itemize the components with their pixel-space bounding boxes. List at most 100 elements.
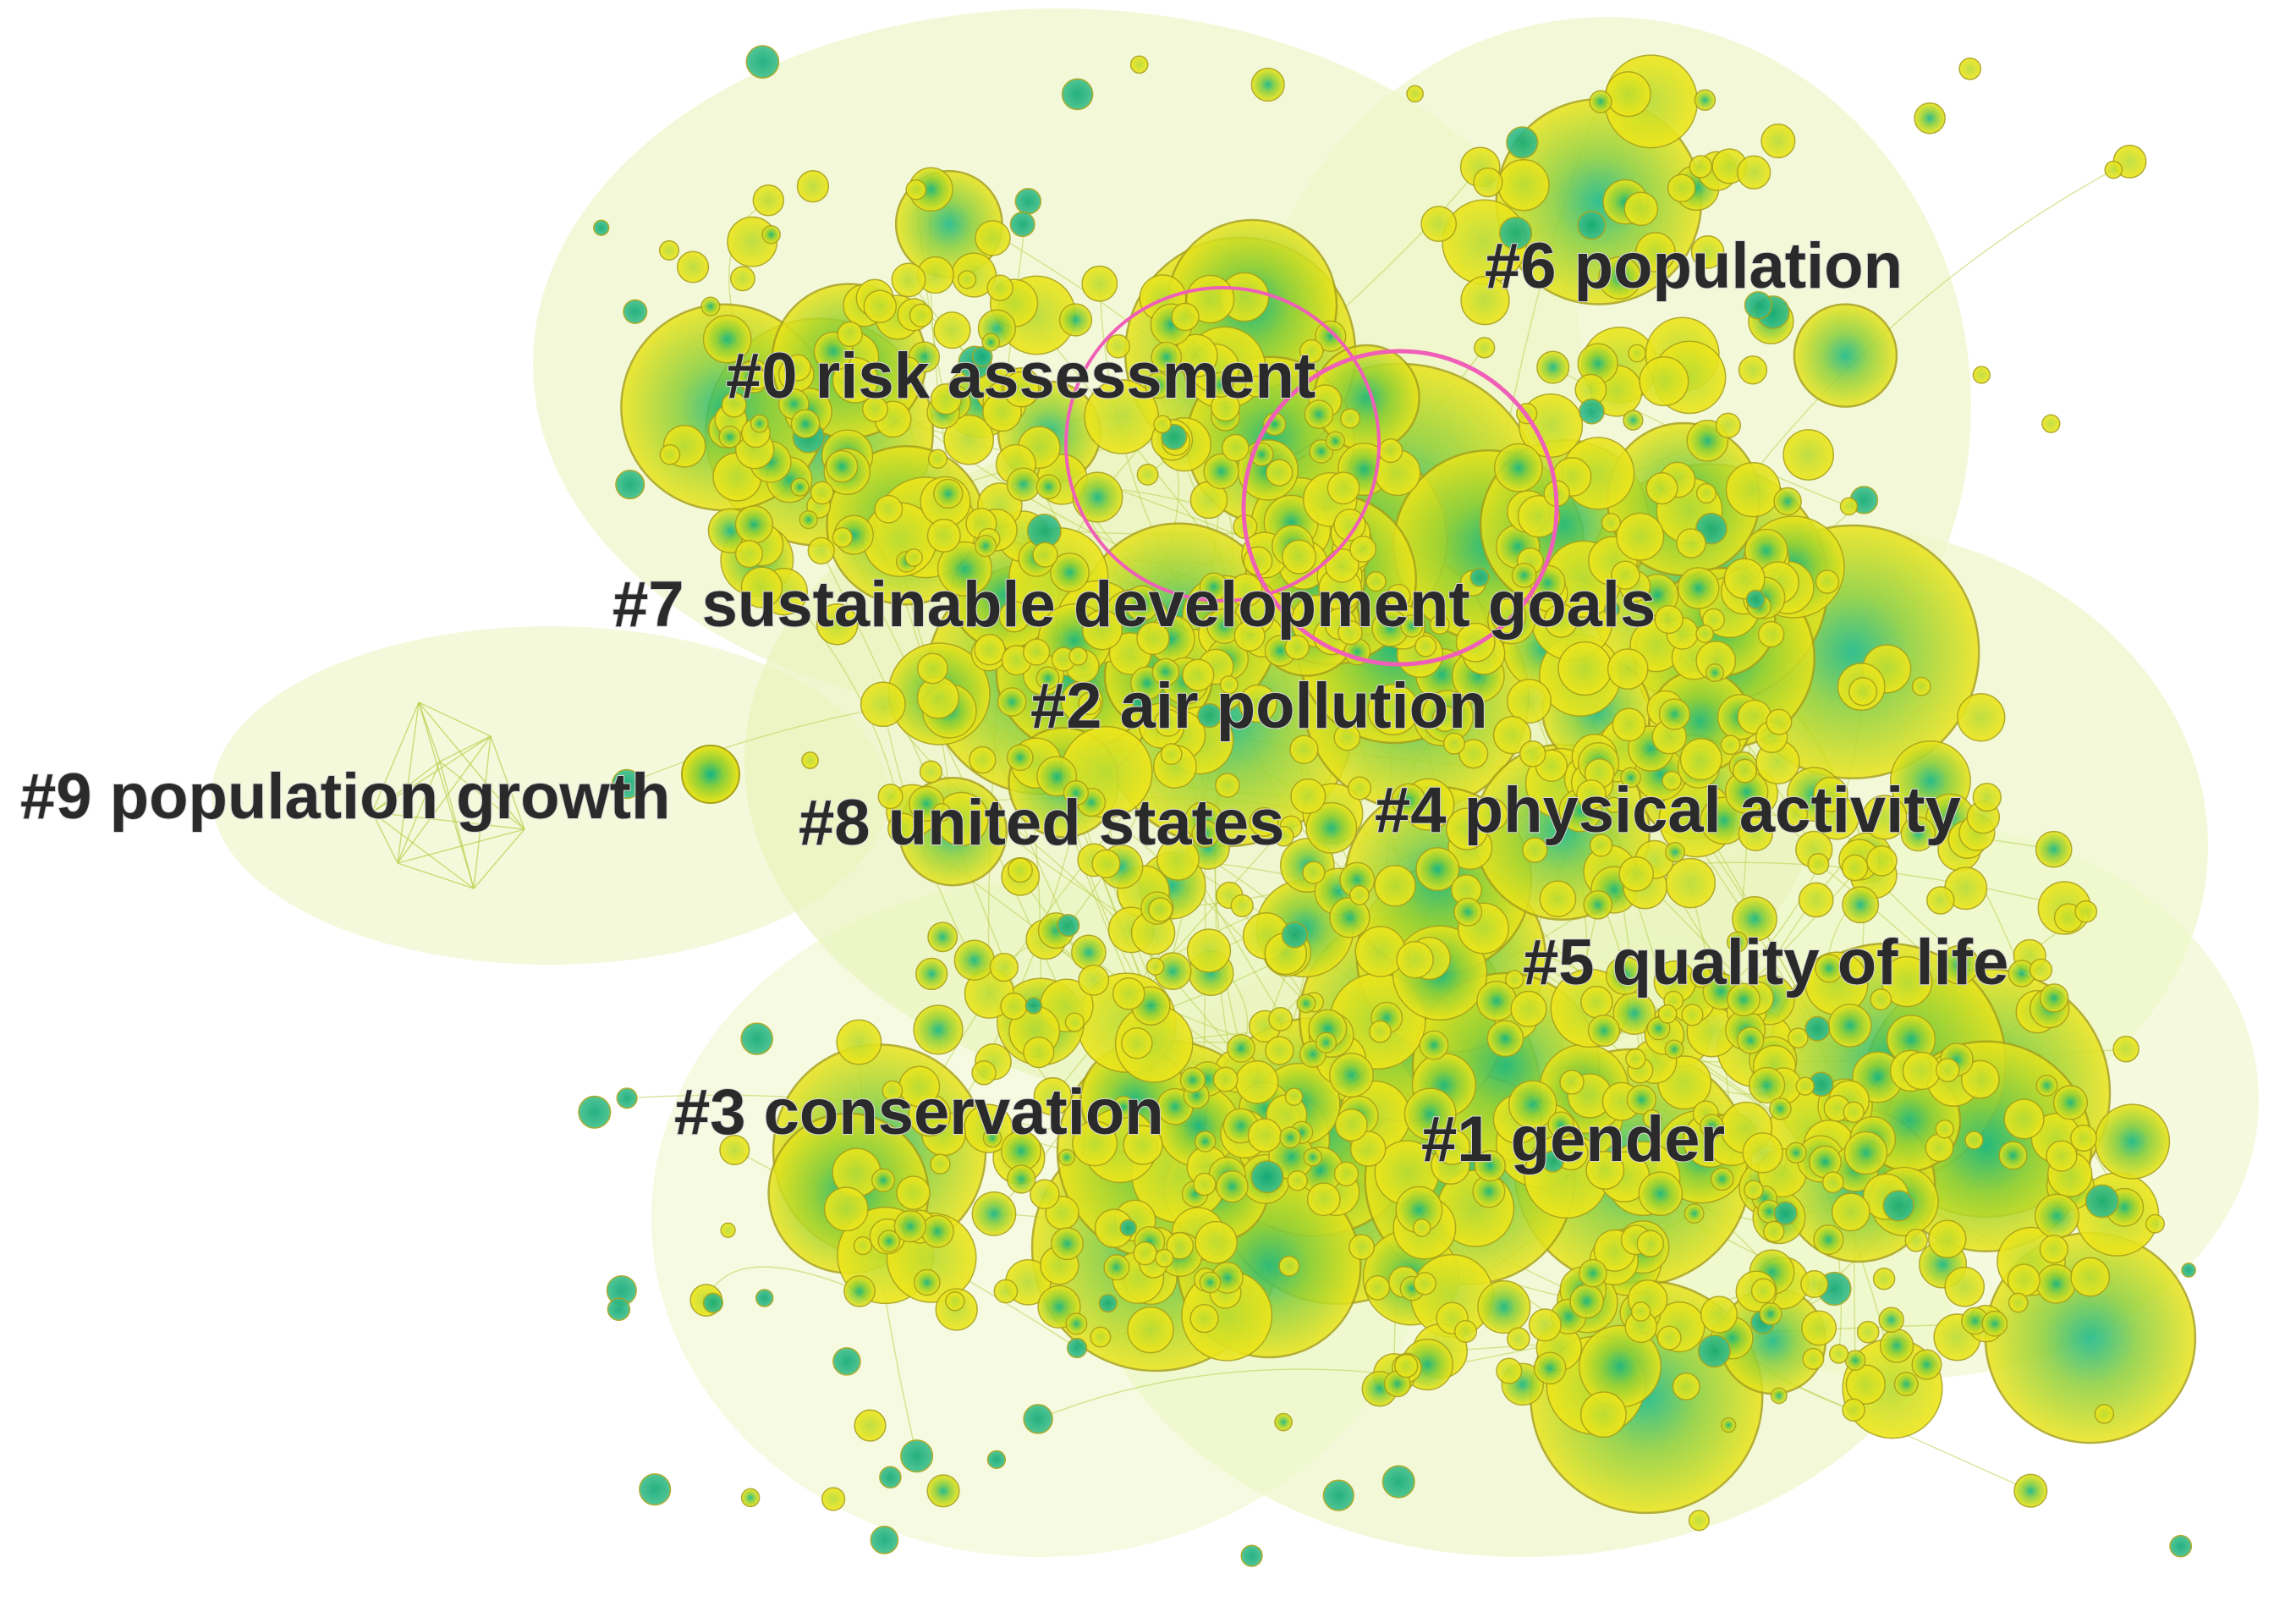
network-node: [1072, 1120, 1118, 1167]
network-node: [1154, 708, 1183, 737]
network-node: [612, 768, 642, 800]
network-node: [1642, 1109, 1662, 1129]
network-node: [920, 1214, 954, 1248]
network-edge: [490, 735, 525, 830]
network-node: [1340, 408, 1361, 429]
network-node: [729, 266, 755, 292]
network-node: [1733, 758, 1757, 784]
network-node: [957, 270, 977, 289]
network-node: [1583, 889, 1613, 920]
network-node: [1415, 847, 1460, 892]
network-node: [1507, 1327, 1530, 1351]
network-node: [1579, 1391, 1627, 1439]
network-node: [1882, 1190, 1914, 1222]
network-node: [1589, 90, 1612, 113]
network-node: [1327, 471, 1360, 505]
network-node: [1473, 167, 1503, 198]
network-node: [870, 1526, 899, 1554]
network-node: [909, 303, 933, 327]
network-node: [1757, 620, 1785, 648]
network-node: [1773, 1201, 1798, 1225]
network-node: [877, 1230, 901, 1253]
network-node: [807, 536, 835, 564]
network-node: [1700, 1296, 1738, 1334]
network-node: [1365, 571, 1387, 592]
network-node: [1403, 1087, 1457, 1141]
network-node: [1700, 1114, 1724, 1139]
network-node: [1881, 955, 1933, 1008]
network-node: [1638, 1171, 1684, 1217]
network-node: [1119, 1219, 1137, 1237]
network-node: [1136, 621, 1170, 656]
network-edge: [473, 828, 525, 889]
network-node: [1845, 1364, 1886, 1405]
network-node: [1533, 1351, 1567, 1385]
network-node: [1290, 778, 1327, 814]
network-node: [1078, 691, 1101, 716]
network-node: [825, 449, 859, 483]
network-node: [1057, 914, 1080, 938]
network-node: [1900, 816, 1936, 852]
network-node: [1051, 1227, 1084, 1261]
network-node: [801, 751, 819, 769]
network-node: [904, 548, 924, 567]
network-node: [930, 382, 963, 415]
network-node: [1911, 676, 1931, 696]
network-node: [1035, 474, 1062, 500]
network-node: [969, 745, 997, 774]
network-node: [1725, 462, 1782, 518]
network-node: [1657, 1004, 1678, 1024]
network-edge: [439, 735, 492, 762]
network-node: [1603, 601, 1621, 618]
network-node: [2035, 1263, 2076, 1304]
cluster-label-0: #0 risk assessment: [726, 340, 1316, 412]
network-node: [1721, 1417, 1737, 1433]
network-node: [1299, 338, 1324, 364]
network-node: [1453, 897, 1483, 927]
network-node: [832, 526, 854, 548]
network-edge: [371, 812, 525, 830]
network-node: [971, 346, 993, 367]
network-node: [887, 812, 920, 845]
network-node: [1315, 320, 1347, 352]
network-node: [1072, 471, 1123, 523]
network-node: [1207, 371, 1234, 398]
network-node: [1400, 614, 1424, 638]
cluster-label-4: #4 physical activity: [1375, 774, 1961, 846]
network-node: [1766, 708, 1793, 735]
network-node: [1458, 739, 1489, 769]
network-node: [1618, 856, 1655, 892]
network-node: [1536, 350, 1570, 384]
network-node: [836, 1019, 882, 1065]
network-node: [1123, 1125, 1163, 1165]
network-node: [1348, 776, 1372, 800]
network-node: [1831, 1192, 1870, 1232]
network-node: [1166, 1231, 1195, 1260]
network-node: [1329, 1053, 1374, 1098]
network-node: [1856, 1320, 1880, 1344]
network-node: [1497, 158, 1550, 212]
network-node: [1112, 977, 1145, 1010]
network-node: [1944, 1266, 1986, 1307]
network-node: [616, 1087, 638, 1109]
network-node: [882, 1080, 904, 1102]
network-node: [1023, 638, 1051, 666]
network-node: [1723, 558, 1766, 600]
network-node: [1763, 1220, 1785, 1243]
network-node: [1815, 569, 1840, 594]
network-node: [1605, 955, 1645, 995]
network-node: [718, 426, 742, 448]
network-node: [1023, 1036, 1055, 1069]
network-node: [1160, 743, 1183, 766]
network-node: [1935, 1058, 1960, 1082]
network-node: [1842, 886, 1880, 924]
network-node: [607, 1297, 631, 1322]
network-node: [1024, 997, 1043, 1015]
network-node: [1014, 188, 1042, 215]
network-node: [1507, 679, 1552, 724]
network-node: [1664, 1039, 1684, 1059]
network-node: [1679, 738, 1722, 781]
network-node: [1333, 1161, 1359, 1187]
network-node: [2169, 1534, 2193, 1558]
network-node: [997, 687, 1027, 717]
